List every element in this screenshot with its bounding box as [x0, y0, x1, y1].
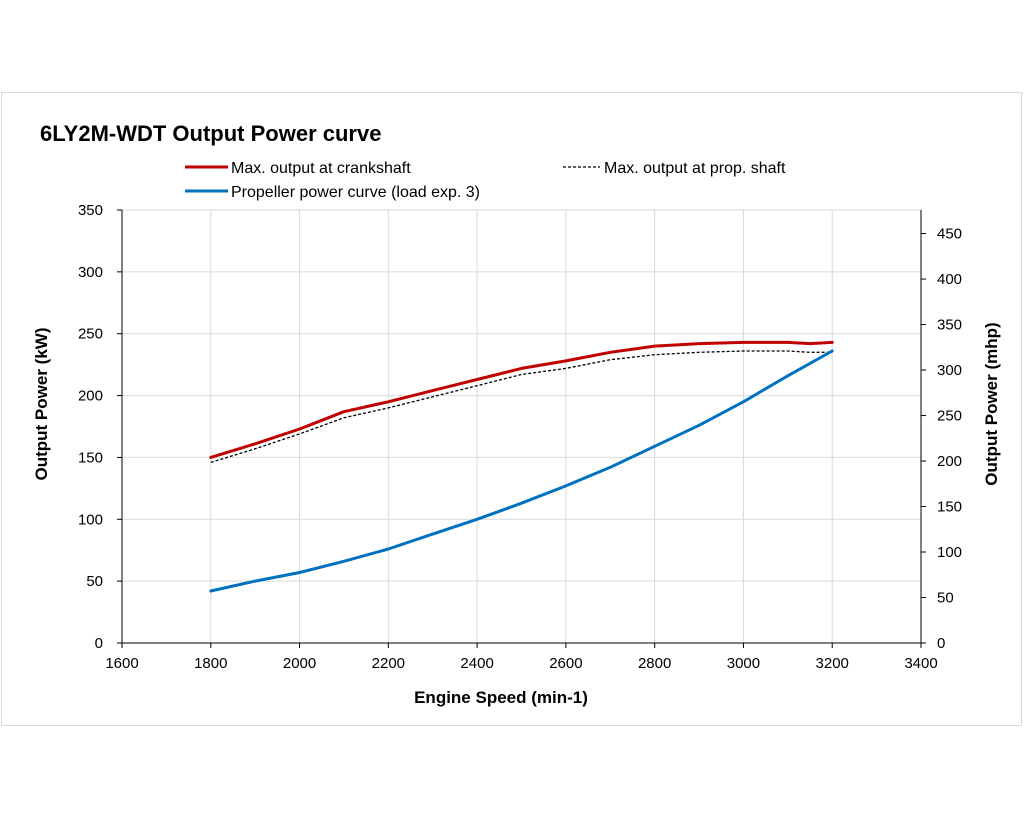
x-tick-label-3400: 3400: [904, 655, 937, 672]
y2-tick-label-100: 100: [937, 544, 962, 561]
y2-tick-label-250: 250: [937, 408, 962, 425]
y-axis-title: Output Power (kW): [32, 328, 51, 481]
x-tick-label-3200: 3200: [816, 655, 849, 672]
x-tick-label-2600: 2600: [549, 655, 582, 672]
grid: [122, 209, 921, 643]
series-line-crankshaft: [209, 340, 834, 459]
axes: 1600 1800 2000 2200 2400 2600 2800 3000 3200 3400…: [78, 202, 962, 672]
legend-label-crankshaft: Max. output at crankshaft: [231, 160, 411, 177]
y2-tick-label-50: 50: [937, 590, 954, 607]
y2-axis-title: Output Power (mhp): [982, 322, 1001, 485]
y-tick-label-0: 0: [95, 635, 103, 652]
x-tick-label-1800: 1800: [194, 655, 227, 672]
x-tick-label-1600: 1600: [105, 655, 138, 672]
y-tick-label-300: 300: [78, 264, 103, 281]
x-tick-label-2000: 2000: [283, 655, 316, 672]
y-tick-label-200: 200: [78, 388, 103, 405]
y-tick-label-250: 250: [78, 326, 103, 343]
y2-tick-label-400: 400: [937, 271, 962, 288]
y2-tick-label-200: 200: [937, 453, 962, 470]
y-tick-label-350: 350: [78, 202, 103, 219]
series: [209, 340, 834, 593]
y2-tick-label-450: 450: [937, 226, 962, 243]
y-tick-label-150: 150: [78, 449, 103, 466]
series-line-prop-shaft: [210, 350, 833, 464]
legend: Max. output at crankshaft Max. output at…: [185, 160, 786, 201]
y2-tick-label-300: 300: [937, 362, 962, 379]
y2-tick-label-350: 350: [937, 317, 962, 334]
x-tick-label-2200: 2200: [372, 655, 405, 672]
x-axis-title: Engine Speed (min-1): [414, 688, 588, 707]
y-tick-label-100: 100: [78, 511, 103, 528]
x-tick-label-3000: 3000: [727, 655, 760, 672]
y-tick-label-50: 50: [86, 573, 103, 590]
chart-frame: [1, 92, 1022, 726]
y2-tick-label-150: 150: [937, 499, 962, 516]
chart-title: 6LY2M-WDT Output Power curve: [40, 121, 381, 146]
y2-tick-label-0: 0: [937, 635, 945, 652]
x-tick-label-2800: 2800: [638, 655, 671, 672]
legend-label-prop-shaft: Max. output at prop. shaft: [604, 160, 786, 177]
legend-label-propeller-curve: Propeller power curve (load exp. 3): [231, 184, 480, 201]
x-tick-label-2400: 2400: [460, 655, 493, 672]
series-line-propeller-curve: [209, 349, 834, 593]
